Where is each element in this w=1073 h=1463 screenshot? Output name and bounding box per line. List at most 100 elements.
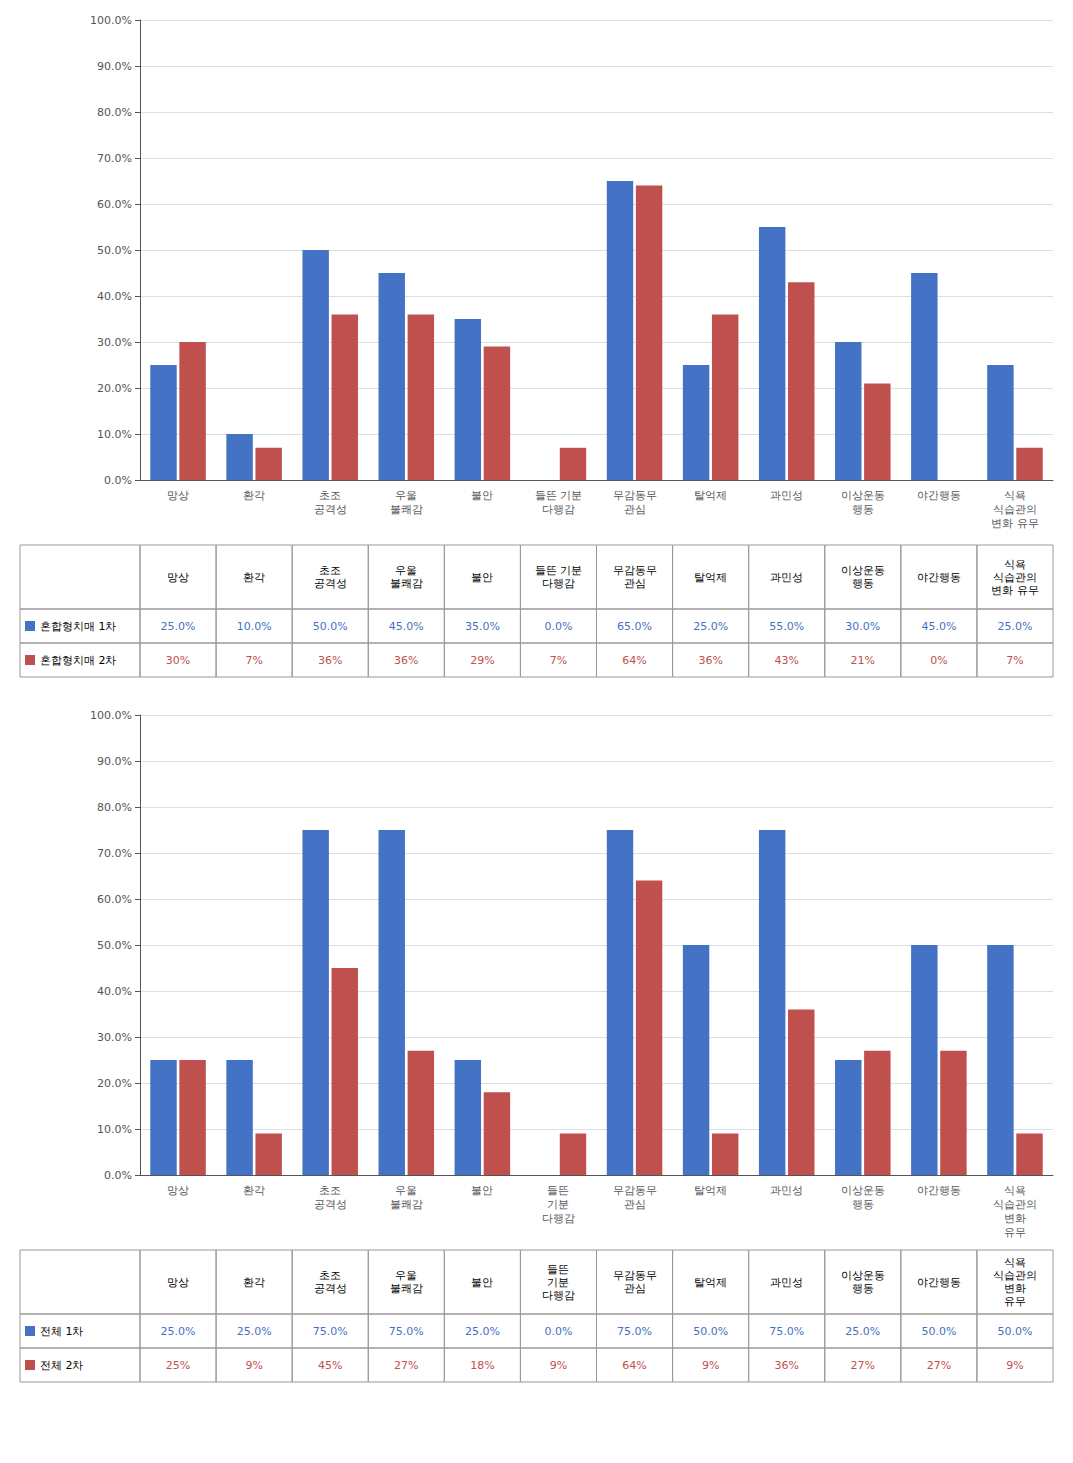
svg-text:초조: 초조 [319, 489, 341, 502]
svg-text:혼합형치매 2차: 혼합형치매 2차 [40, 654, 117, 667]
svg-text:20.0%: 20.0% [97, 382, 132, 395]
svg-text:식욕: 식욕 [1004, 1256, 1026, 1269]
svg-text:29%: 29% [470, 654, 494, 667]
svg-text:환각: 환각 [243, 1184, 265, 1197]
svg-text:다행감: 다행감 [542, 1289, 575, 1302]
svg-text:우울: 우울 [395, 1184, 417, 1197]
svg-text:40.0%: 40.0% [97, 985, 132, 998]
svg-text:과민성: 과민성 [770, 489, 803, 502]
svg-text:공격성: 공격성 [314, 503, 347, 516]
svg-text:45.0%: 45.0% [921, 620, 956, 633]
svg-text:10.0%: 10.0% [97, 1123, 132, 1136]
svg-text:식욕: 식욕 [1004, 558, 1026, 571]
svg-text:식욕: 식욕 [1004, 1184, 1026, 1197]
svg-text:0.0%: 0.0% [104, 1169, 132, 1182]
svg-text:환각: 환각 [243, 489, 265, 502]
svg-text:무감동무: 무감동무 [613, 1269, 657, 1282]
svg-text:36%: 36% [318, 654, 342, 667]
svg-text:망상: 망상 [167, 571, 189, 584]
svg-text:공격성: 공격성 [314, 1198, 347, 1211]
svg-text:망상: 망상 [167, 1184, 189, 1197]
svg-text:전체 1차: 전체 1차 [40, 1325, 84, 1338]
svg-text:50.0%: 50.0% [921, 1325, 956, 1338]
svg-text:들뜬: 들뜬 [547, 1263, 569, 1276]
svg-text:65.0%: 65.0% [617, 620, 652, 633]
svg-text:50.0%: 50.0% [97, 244, 132, 257]
svg-text:식습관의: 식습관의 [993, 571, 1037, 584]
svg-text:10.0%: 10.0% [237, 620, 272, 633]
svg-text:7%: 7% [550, 654, 567, 667]
svg-text:관심: 관심 [624, 1198, 646, 1211]
svg-text:36%: 36% [698, 654, 722, 667]
svg-text:들뜬 기분: 들뜬 기분 [535, 564, 583, 577]
svg-text:관심: 관심 [624, 503, 646, 516]
svg-text:0%: 0% [930, 654, 947, 667]
svg-text:이상운동: 이상운동 [841, 564, 885, 577]
svg-text:75.0%: 75.0% [769, 1325, 804, 1338]
svg-text:불쾌감: 불쾌감 [390, 1198, 423, 1211]
svg-text:우울: 우울 [395, 1269, 417, 1282]
svg-text:25.0%: 25.0% [237, 1325, 272, 1338]
svg-text:식습관의: 식습관의 [993, 1269, 1037, 1282]
svg-text:탈억제: 탈억제 [694, 1276, 727, 1289]
svg-text:이상운동: 이상운동 [841, 1184, 885, 1197]
svg-text:75.0%: 75.0% [617, 1325, 652, 1338]
svg-text:무감동무: 무감동무 [613, 564, 657, 577]
svg-text:0.0%: 0.0% [544, 1325, 572, 1338]
svg-text:80.0%: 80.0% [97, 106, 132, 119]
svg-text:18%: 18% [470, 1359, 494, 1372]
svg-text:불안: 불안 [471, 1184, 493, 1197]
svg-text:이상운동: 이상운동 [841, 489, 885, 502]
svg-text:탈억제: 탈억제 [694, 489, 727, 502]
svg-text:전체 2차: 전체 2차 [40, 1359, 84, 1372]
svg-text:유무: 유무 [1004, 1295, 1026, 1308]
svg-text:기분: 기분 [547, 1276, 569, 1289]
svg-text:50.0%: 50.0% [997, 1325, 1032, 1338]
svg-text:50.0%: 50.0% [97, 939, 132, 952]
svg-text:9%: 9% [245, 1359, 262, 1372]
svg-text:100.0%: 100.0% [90, 709, 132, 722]
svg-text:식욕: 식욕 [1004, 489, 1026, 502]
svg-text:무감동무: 무감동무 [613, 489, 657, 502]
svg-text:야간행동: 야간행동 [917, 1276, 961, 1289]
svg-text:27%: 27% [851, 1359, 875, 1372]
svg-text:과민성: 과민성 [770, 1184, 803, 1197]
svg-text:36%: 36% [394, 654, 418, 667]
svg-text:45.0%: 45.0% [389, 620, 424, 633]
svg-text:10.0%: 10.0% [97, 428, 132, 441]
svg-text:35.0%: 35.0% [465, 620, 500, 633]
svg-text:45%: 45% [318, 1359, 342, 1372]
svg-text:30.0%: 30.0% [845, 620, 880, 633]
svg-text:64%: 64% [622, 654, 646, 667]
svg-text:다행감: 다행감 [542, 1212, 575, 1225]
svg-text:환각: 환각 [243, 1276, 265, 1289]
svg-text:다행감: 다행감 [542, 503, 575, 516]
svg-text:행동: 행동 [852, 503, 874, 516]
svg-text:야간행동: 야간행동 [917, 1184, 961, 1197]
svg-text:80.0%: 80.0% [97, 801, 132, 814]
svg-text:0.0%: 0.0% [544, 620, 572, 633]
svg-text:들뜬 기분: 들뜬 기분 [535, 489, 583, 502]
svg-text:다행감: 다행감 [542, 577, 575, 590]
svg-text:환각: 환각 [243, 571, 265, 584]
svg-text:혼합형치매 1차: 혼합형치매 1차 [40, 620, 117, 633]
svg-text:변화 유무: 변화 유무 [991, 584, 1038, 597]
svg-text:36%: 36% [774, 1359, 798, 1372]
svg-text:초조: 초조 [319, 564, 341, 577]
svg-text:40.0%: 40.0% [97, 290, 132, 303]
svg-text:야간행동: 야간행동 [917, 571, 961, 584]
svg-text:행동: 행동 [852, 1282, 874, 1295]
svg-text:과민성: 과민성 [770, 1276, 803, 1289]
svg-text:64%: 64% [622, 1359, 646, 1372]
svg-text:9%: 9% [702, 1359, 719, 1372]
svg-text:망상: 망상 [167, 489, 189, 502]
svg-text:20.0%: 20.0% [97, 1077, 132, 1090]
svg-text:25%: 25% [166, 1359, 190, 1372]
svg-text:7%: 7% [245, 654, 262, 667]
svg-text:27%: 27% [394, 1359, 418, 1372]
svg-text:과민성: 과민성 [770, 571, 803, 584]
svg-text:불안: 불안 [471, 489, 493, 502]
svg-text:불안: 불안 [471, 571, 493, 584]
svg-text:100.0%: 100.0% [90, 14, 132, 27]
svg-text:50.0%: 50.0% [313, 620, 348, 633]
